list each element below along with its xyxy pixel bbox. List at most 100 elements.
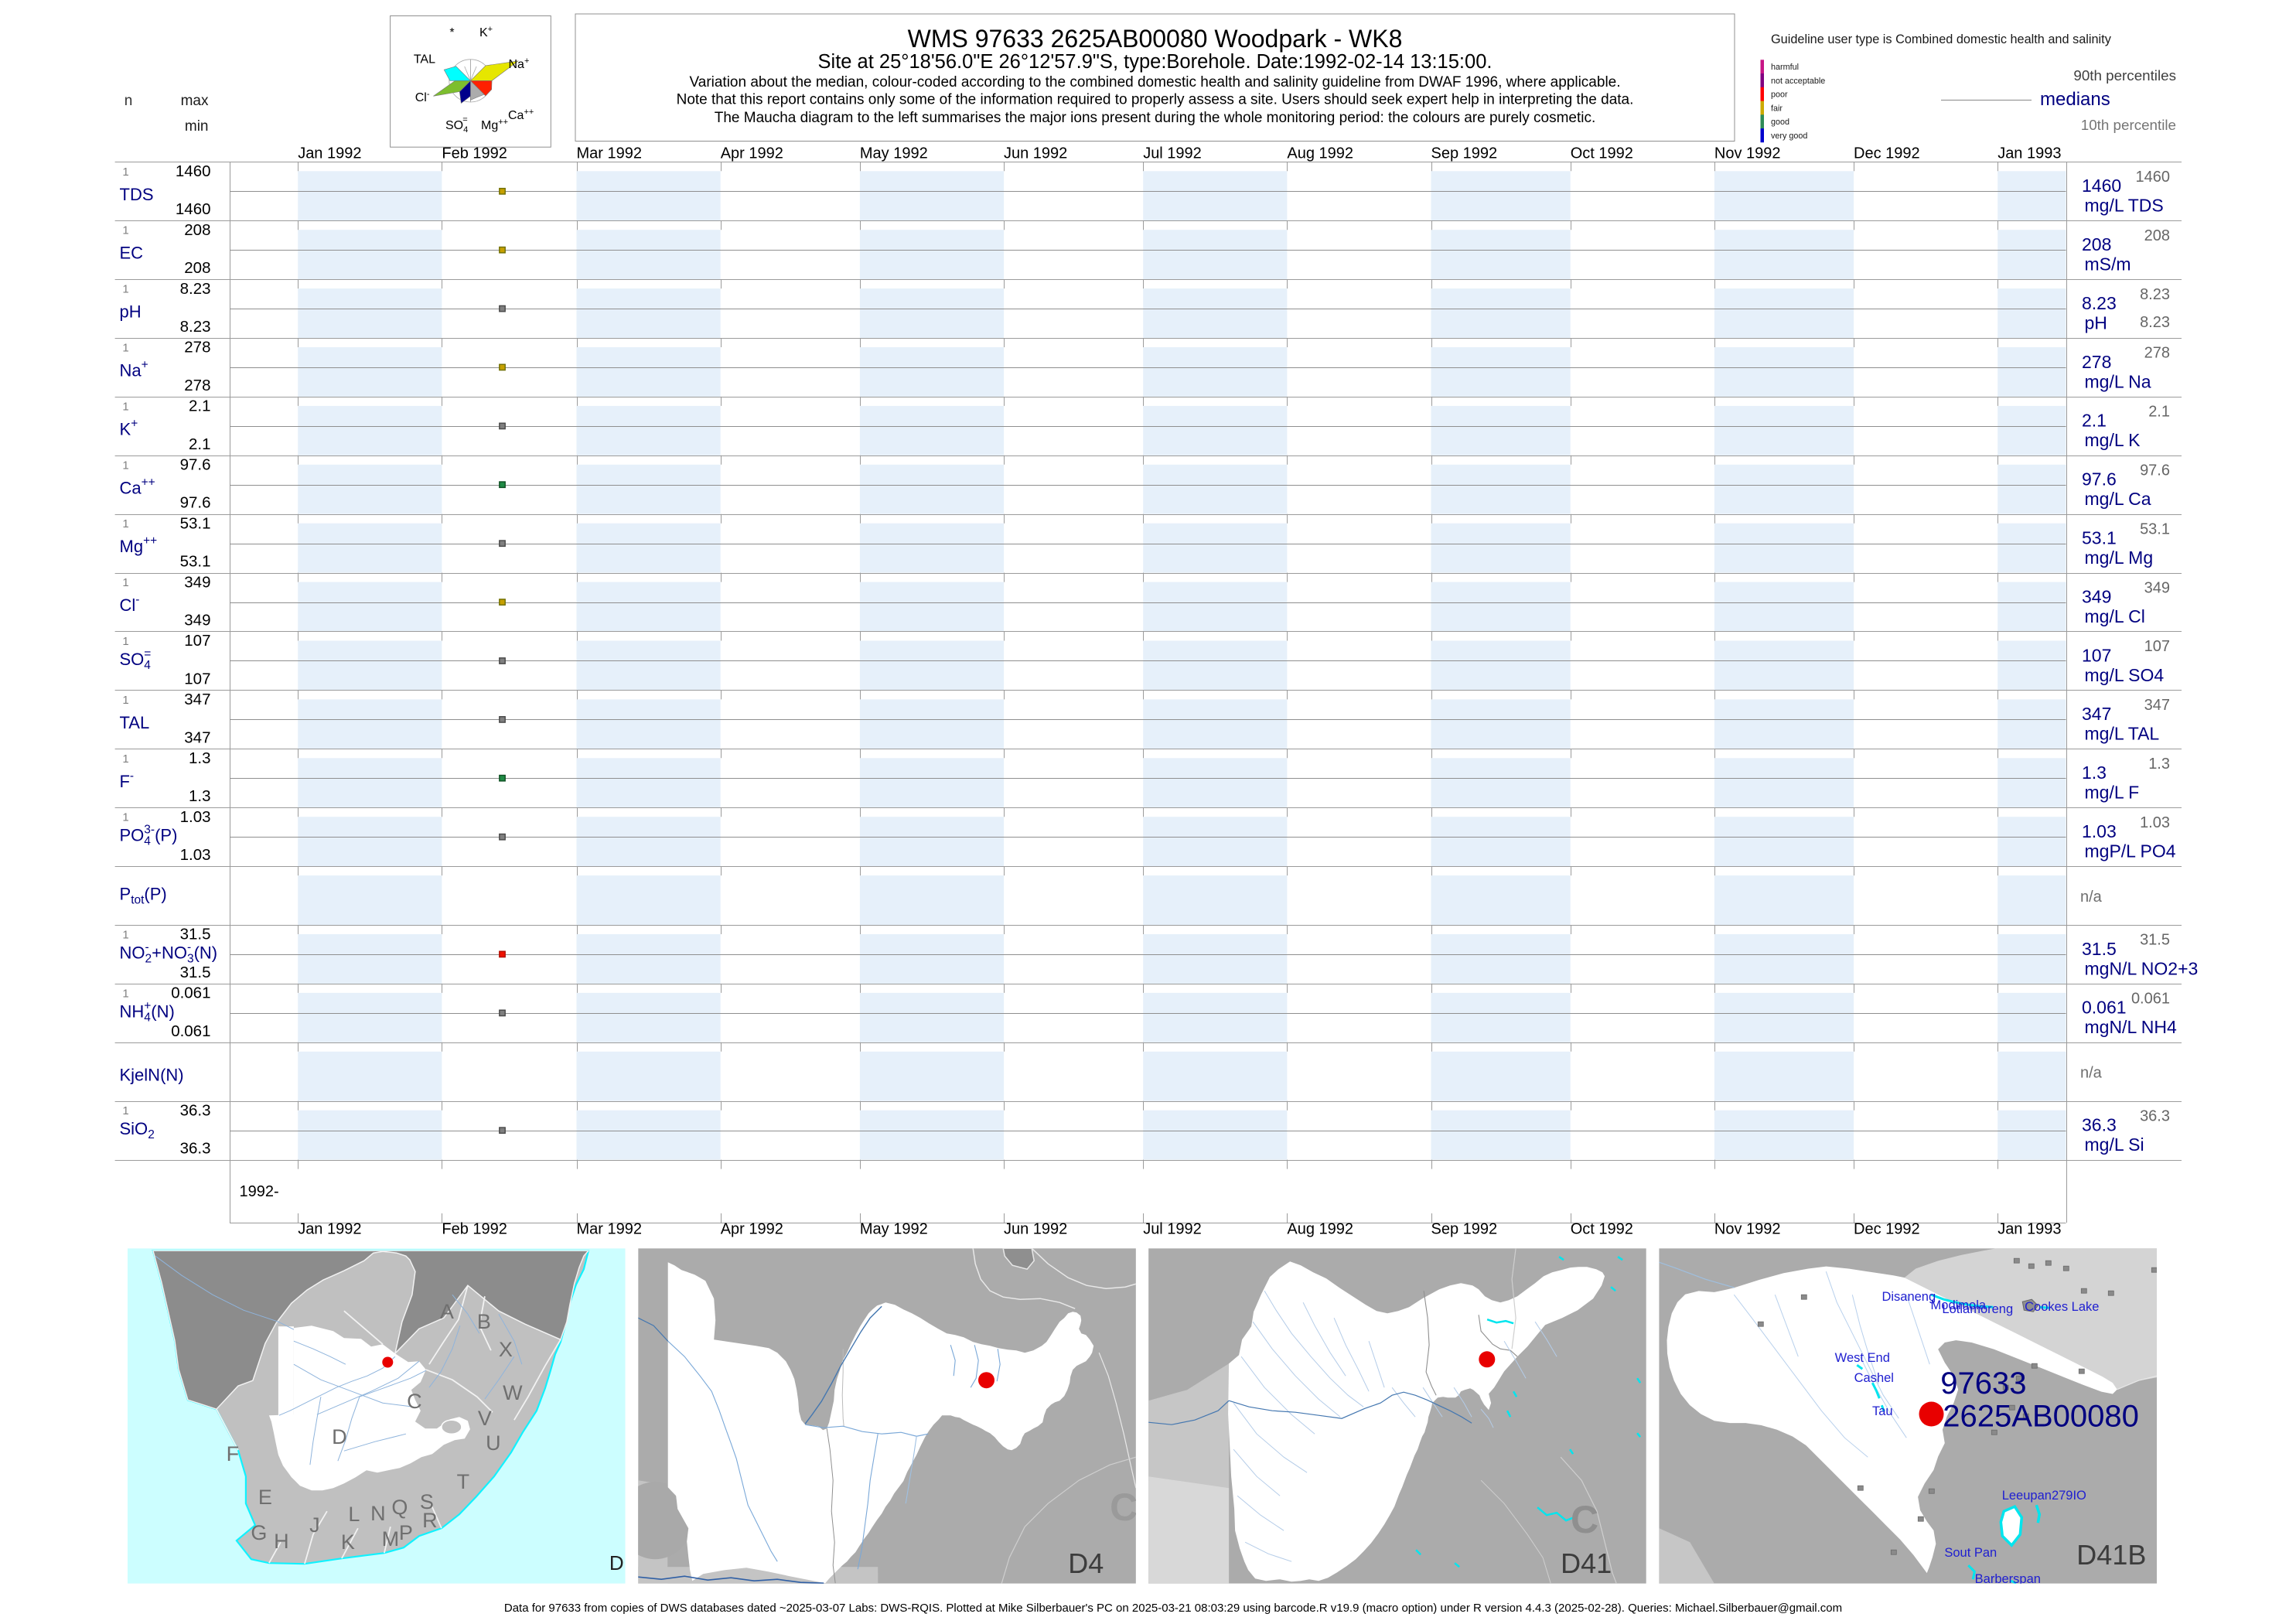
svg-text:Ptot(P): Ptot(P) (120, 885, 167, 907)
svg-text:V: V (478, 1407, 492, 1430)
svg-text:Dec 1992: Dec 1992 (1854, 1221, 1920, 1238)
svg-text:349: 349 (2144, 579, 2170, 596)
svg-text:1460: 1460 (176, 162, 211, 180)
svg-text:P: P (399, 1521, 413, 1544)
svg-text:mg/L TAL: mg/L TAL (2085, 724, 2160, 744)
svg-text:208: 208 (184, 259, 210, 277)
svg-text:U: U (486, 1431, 501, 1455)
svg-text:31.5: 31.5 (2082, 939, 2117, 959)
svg-text:Jun 1992: Jun 1992 (1004, 1221, 1067, 1238)
svg-text:8.23: 8.23 (180, 318, 211, 336)
svg-text:poor: poor (1771, 90, 1788, 100)
svg-text:*: * (449, 26, 454, 39)
svg-text:Lotlamoreng: Lotlamoreng (1942, 1302, 2013, 1316)
svg-text:53.1: 53.1 (2140, 520, 2170, 537)
svg-text:347: 347 (184, 728, 210, 746)
svg-text:mg/L SO4: mg/L SO4 (2085, 665, 2165, 685)
svg-text:10th percentile: 10th percentile (2081, 117, 2176, 133)
svg-text:Leeupan279IO: Leeupan279IO (2002, 1489, 2086, 1503)
svg-text:Feb 1992: Feb 1992 (442, 145, 507, 162)
svg-text:R: R (422, 1509, 438, 1532)
svg-text:97633: 97633 (1940, 1366, 2026, 1401)
svg-text:347: 347 (2082, 704, 2111, 724)
svg-text:Nov 1992: Nov 1992 (1714, 145, 1781, 162)
svg-text:1.3: 1.3 (2148, 756, 2170, 773)
svg-text:n/a: n/a (2080, 1065, 2103, 1082)
svg-text:T: T (457, 1470, 470, 1493)
svg-text:Jul 1992: Jul 1992 (1143, 1221, 1202, 1238)
svg-text:G: G (251, 1521, 267, 1544)
svg-text:West End: West End (1835, 1351, 1890, 1365)
svg-text:1: 1 (122, 635, 128, 648)
svg-text:1: 1 (122, 694, 128, 707)
svg-text:53.1: 53.1 (2082, 528, 2117, 548)
svg-text:53.1: 53.1 (180, 514, 211, 532)
svg-text:mgN/L NO2+3: mgN/L NO2+3 (2085, 958, 2199, 978)
svg-text:pH: pH (2085, 312, 2107, 333)
svg-text:1.03: 1.03 (2082, 821, 2117, 841)
svg-text:TAL: TAL (120, 713, 150, 732)
svg-text:mg/L Na: mg/L Na (2085, 371, 2151, 391)
svg-text:B: B (477, 1310, 491, 1333)
svg-text:1: 1 (122, 224, 128, 237)
svg-text:Feb 1992: Feb 1992 (442, 1221, 507, 1238)
svg-text:0.061: 0.061 (2131, 991, 2170, 1008)
svg-text:D: D (332, 1425, 347, 1448)
svg-text:mg/L Mg: mg/L Mg (2085, 548, 2154, 568)
svg-text:EC: EC (120, 244, 144, 263)
svg-text:Cookes Lake: Cookes Lake (2025, 1300, 2099, 1314)
svg-text:31.5: 31.5 (2140, 932, 2170, 949)
svg-text:2625AB00080: 2625AB00080 (1943, 1400, 2139, 1434)
svg-text:97.6: 97.6 (2140, 462, 2170, 479)
svg-text:Jul 1992: Jul 1992 (1143, 145, 1202, 162)
svg-text:107: 107 (2144, 638, 2170, 655)
svg-text:8.23: 8.23 (2140, 314, 2170, 331)
svg-text:K+: K+ (120, 417, 138, 438)
svg-text:mg/L TDS: mg/L TDS (2085, 196, 2164, 216)
svg-text:max: max (181, 93, 209, 109)
svg-text:Oct 1992: Oct 1992 (1571, 1221, 1633, 1238)
svg-text:Q: Q (391, 1496, 408, 1519)
svg-text:1: 1 (122, 576, 128, 589)
svg-text:May 1992: May 1992 (860, 145, 928, 162)
svg-text:8.23: 8.23 (2140, 286, 2170, 303)
svg-text:WMS 97633 2625AB00080 Woodpark: WMS 97633 2625AB00080 Woodpark - WK8 (908, 25, 1403, 53)
svg-text:harmful: harmful (1771, 63, 1799, 72)
svg-text:0.061: 0.061 (171, 984, 210, 1002)
svg-text:1: 1 (122, 165, 128, 179)
svg-text:208: 208 (2144, 227, 2170, 244)
svg-text:Jan 1993: Jan 1993 (1997, 145, 2061, 162)
svg-text:Variation about the median, c: Variation about the median, colour-coded… (689, 74, 1620, 90)
svg-text:1.03: 1.03 (180, 808, 211, 826)
svg-text:D41: D41 (1561, 1547, 1612, 1579)
svg-text:TDS: TDS (120, 185, 154, 204)
svg-text:Mg++: Mg++ (120, 534, 158, 556)
svg-text:E: E (258, 1486, 272, 1509)
svg-text:1.03: 1.03 (180, 846, 211, 864)
svg-text:1: 1 (122, 811, 128, 824)
svg-text:A: A (440, 1300, 454, 1323)
svg-text:1.3: 1.3 (2082, 763, 2107, 783)
svg-text:Sep 1992: Sep 1992 (1431, 145, 1498, 162)
svg-text:Cl-: Cl- (415, 90, 430, 104)
svg-text:mg/L Si: mg/L Si (2085, 1134, 2144, 1155)
svg-text:KjelN(N): KjelN(N) (120, 1065, 184, 1084)
svg-text:2.1: 2.1 (2082, 411, 2107, 431)
svg-text:1460: 1460 (2082, 176, 2121, 196)
svg-text:C: C (1571, 1498, 1598, 1541)
svg-text:Aug 1992: Aug 1992 (1287, 1221, 1353, 1238)
svg-text:1460: 1460 (176, 200, 211, 218)
svg-text:278: 278 (184, 377, 210, 394)
svg-text:2.1: 2.1 (189, 435, 211, 453)
svg-text:Aug 1992: Aug 1992 (1287, 145, 1353, 162)
svg-text:Nov 1992: Nov 1992 (1714, 1221, 1781, 1238)
svg-text:Guideline user type is Combine: Guideline user type is Combined domestic… (1771, 32, 2112, 46)
svg-text:Mar 1992: Mar 1992 (577, 145, 643, 162)
svg-text:Dec 1992: Dec 1992 (1854, 145, 1920, 162)
svg-text:349: 349 (2082, 586, 2111, 606)
svg-text:very good: very good (1771, 131, 1807, 141)
svg-text:D4: D4 (1068, 1547, 1104, 1579)
svg-text:mg/L Ca: mg/L Ca (2085, 489, 2151, 509)
svg-text:n: n (125, 93, 133, 109)
svg-text:347: 347 (184, 691, 210, 708)
